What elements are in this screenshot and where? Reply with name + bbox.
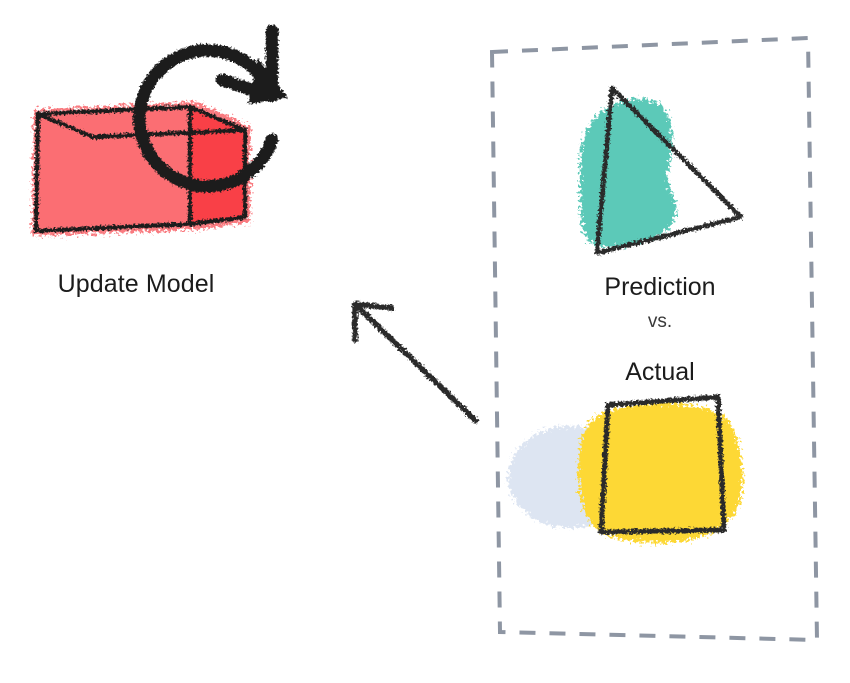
prediction-triangle-outline [594, 85, 744, 256]
box-faces [36, 107, 245, 231]
feedback-arrow-icon [352, 301, 479, 424]
actual-square-outline [598, 394, 727, 535]
box-side-face [190, 107, 245, 224]
prediction-label: Prediction [604, 273, 716, 301]
actual-square-icon [508, 394, 743, 543]
refresh-circular-arrow-icon [133, 24, 288, 193]
box-front-face [36, 107, 190, 231]
evaluation-dashed-panel [489, 35, 820, 643]
prediction-triangle-icon [579, 85, 744, 256]
update-model-label: Update Model [57, 270, 215, 298]
vs-label: vs. [647, 311, 673, 332]
actual-yellow-blob [578, 403, 743, 543]
actual-label: Actual [625, 358, 695, 386]
model-box-icon [32, 24, 288, 236]
prediction-teal-blob [579, 98, 677, 248]
